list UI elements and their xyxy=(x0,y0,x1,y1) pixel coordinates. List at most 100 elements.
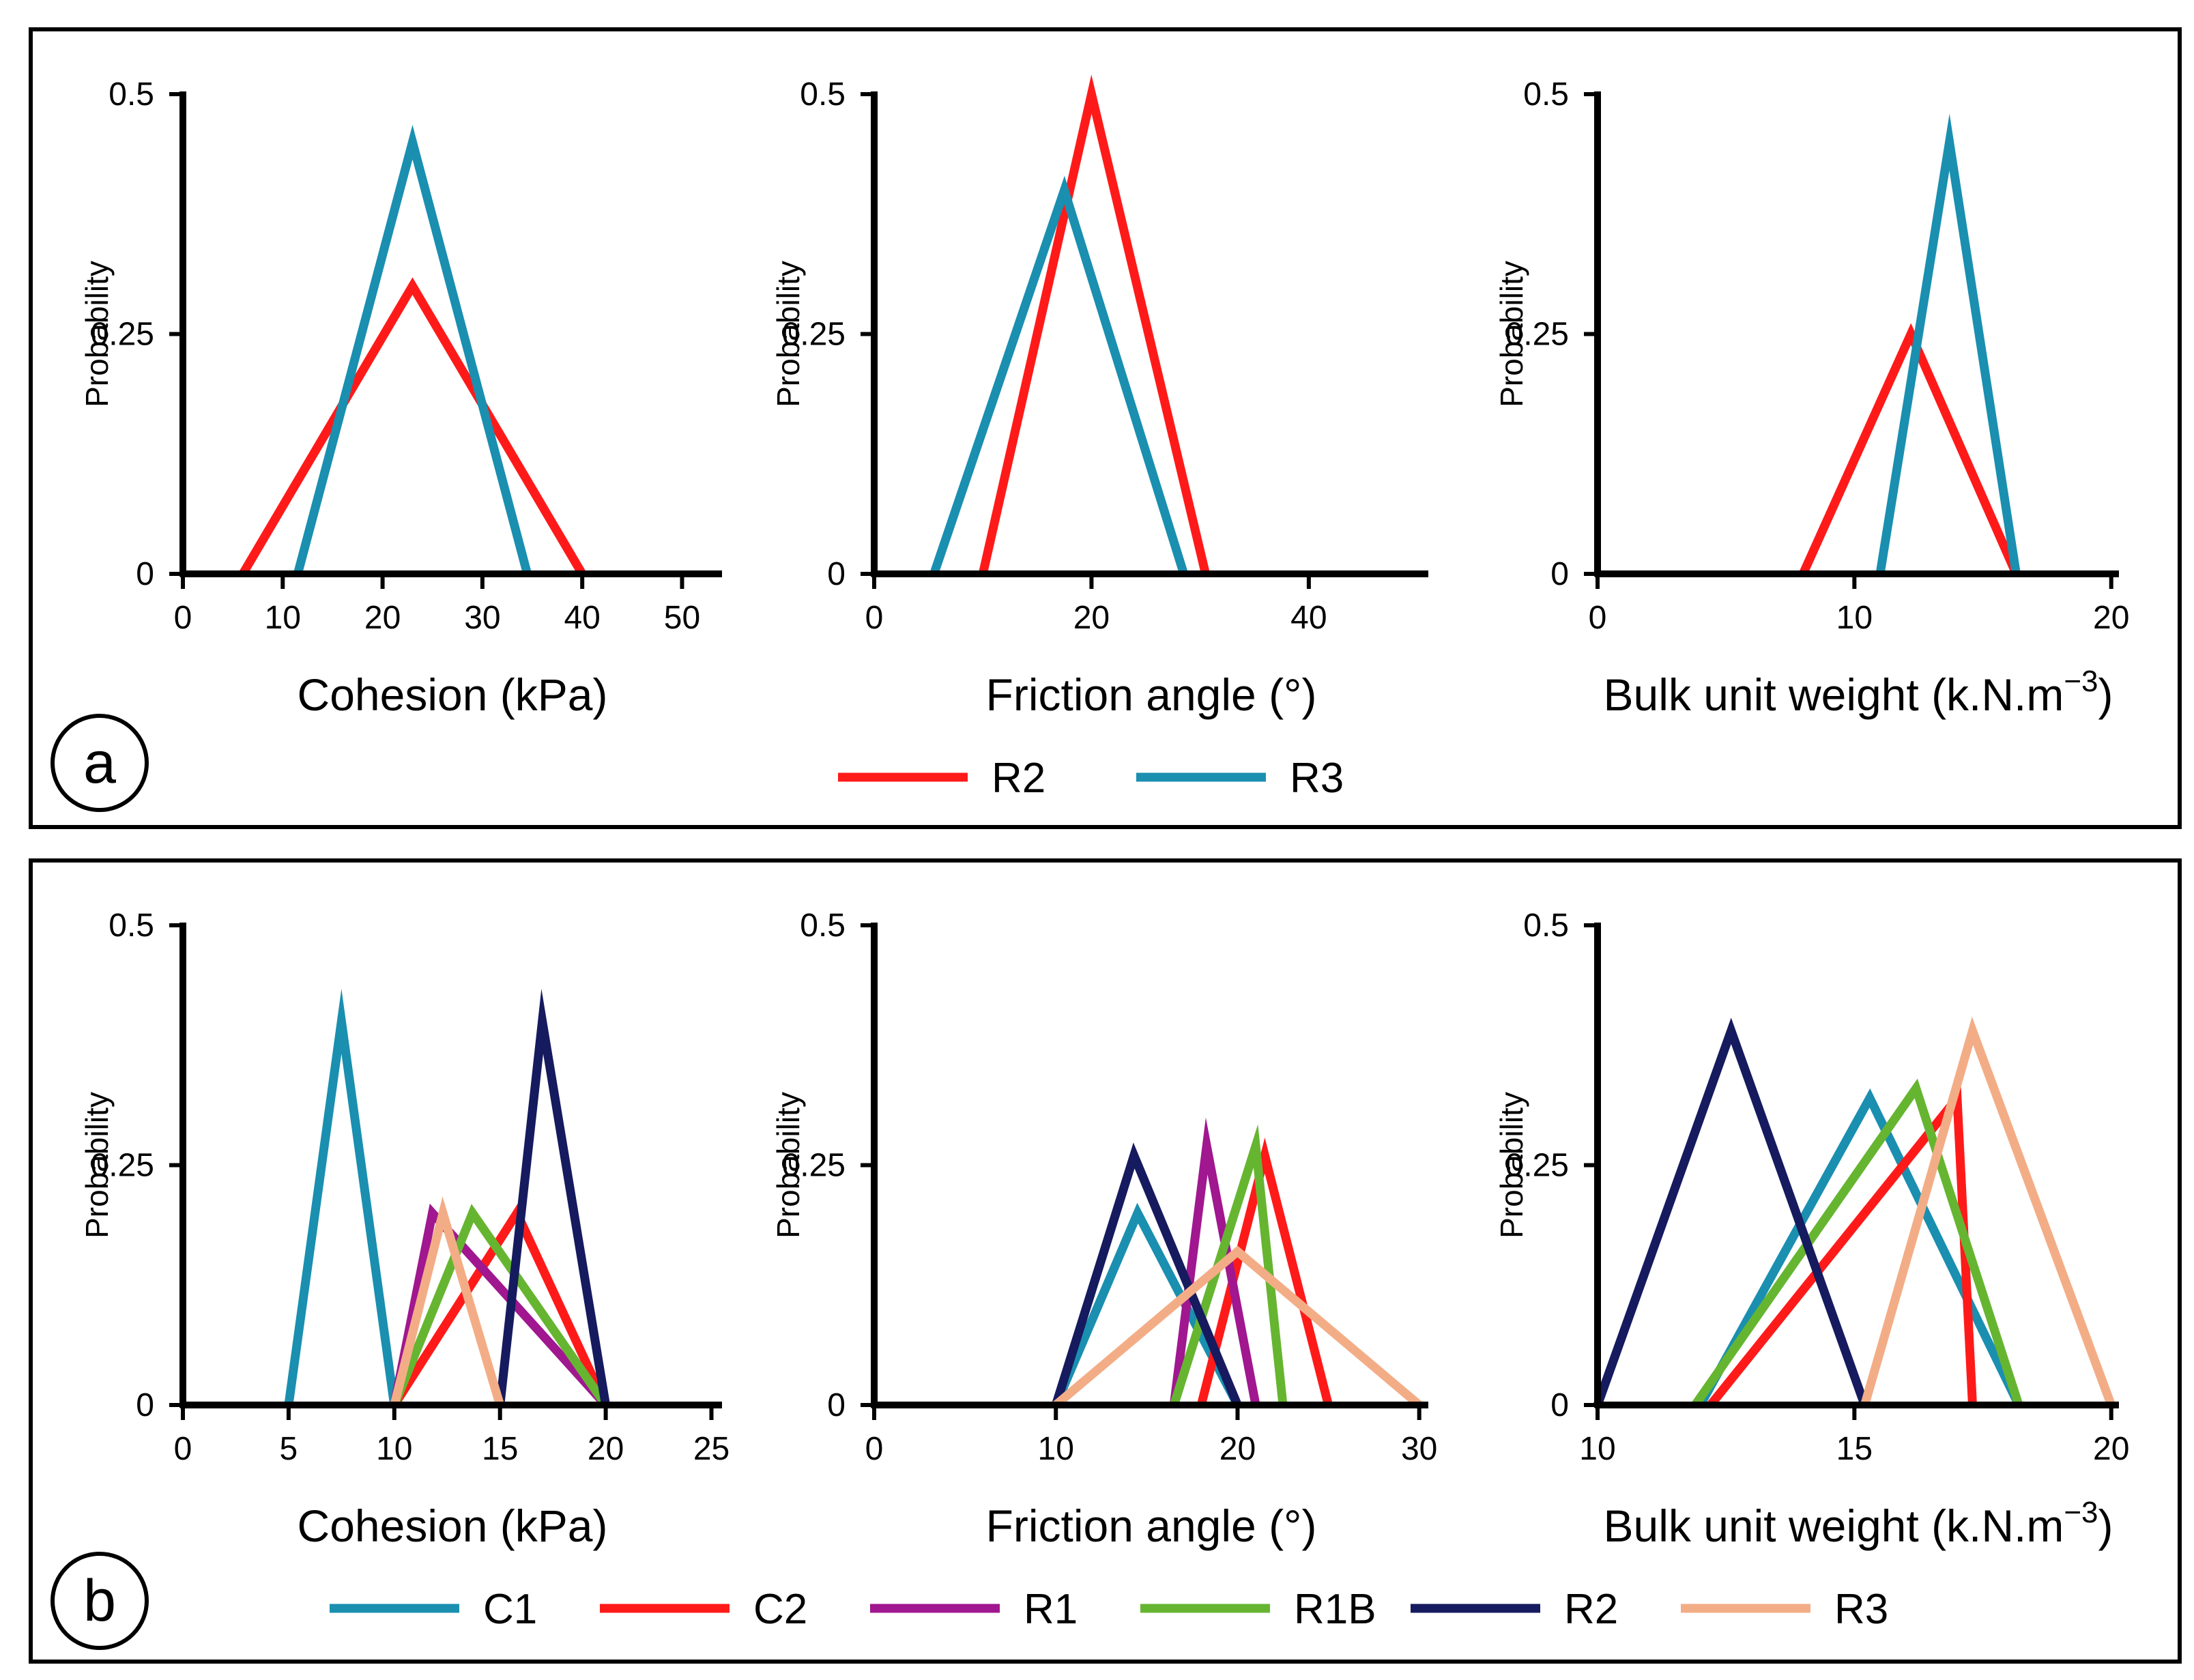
series-line-r3 xyxy=(390,1196,504,1406)
y-tick-label: 0 xyxy=(1550,1387,1569,1423)
x-tick-label: 30 xyxy=(464,600,500,636)
legend-label-c1: C1 xyxy=(483,1586,537,1633)
series-line-r1 xyxy=(1169,1117,1260,1406)
x-tick-label: 15 xyxy=(1836,1431,1873,1467)
series-line-r3 xyxy=(1860,1016,2116,1407)
x-axis-label: Bulk unit weight (k.N.m−3) xyxy=(1603,665,2113,720)
legend-label-r3: R3 xyxy=(1290,755,1344,802)
y-axis-label: Probability xyxy=(770,261,806,407)
y-tick-label: 0.25 xyxy=(91,317,154,353)
x-axis-label: Friction angle (°) xyxy=(986,669,1317,720)
y-tick-label: 0.25 xyxy=(1505,317,1569,353)
chart-3: 0 0.25 0.5 0 10 20 Probability Bulk unit weight… xyxy=(1494,76,2129,720)
series-line-r1b xyxy=(1691,1078,2023,1408)
x-tick-label: 0 xyxy=(1589,600,1607,636)
x-axis-label-superscript: −3 xyxy=(2064,1496,2098,1529)
x-tick-label: 25 xyxy=(693,1431,730,1467)
y-tick-label: 0.25 xyxy=(782,317,846,353)
chart-6: 0 0.25 0.5 10 15 20 Probability Bulk unit weigh… xyxy=(1494,908,2129,1551)
y-tick-label: 0.25 xyxy=(91,1148,154,1184)
x-axis-label: Cohesion (kPa) xyxy=(298,669,608,720)
x-tick-label: 20 xyxy=(1073,600,1110,636)
legend-label-c2: C2 xyxy=(753,1586,807,1633)
x-axis-label-text: Cohesion (kPa) xyxy=(298,669,608,720)
legend-label-r3: R3 xyxy=(1834,1586,1888,1633)
x-tick-label: 10 xyxy=(1579,1431,1615,1467)
x-tick-label: 40 xyxy=(1290,600,1327,636)
chart-4: 0 0.25 0.5 0 5 10 15 20 25 Probability Cohesion (k… xyxy=(79,908,730,1551)
y-tick-label: 0.5 xyxy=(109,908,154,944)
y-tick-label: 0 xyxy=(827,1387,846,1423)
y-tick-label: 0.5 xyxy=(800,76,846,113)
x-tick-label: 30 xyxy=(1401,1431,1437,1467)
legend-label-r2: R2 xyxy=(1564,1586,1618,1633)
y-axis-label: Probability xyxy=(79,261,115,407)
y-axis-label: Probability xyxy=(1494,261,1529,407)
series-line-r2 xyxy=(1593,1017,1869,1407)
y-tick-label: 0 xyxy=(1550,556,1569,592)
chart-2: 0 0.25 0.5 0 20 40 Probability Friction angle (… xyxy=(770,74,1428,720)
x-tick-label: 15 xyxy=(482,1431,518,1467)
series-line-r3 xyxy=(1053,1245,1422,1408)
y-tick-label: 0 xyxy=(136,556,154,592)
series-line-r1b xyxy=(390,1204,609,1408)
x-axis-label: Friction angle (°) xyxy=(986,1501,1317,1551)
y-tick-label: 0.5 xyxy=(109,76,154,113)
y-tick-label: 0.25 xyxy=(782,1148,846,1184)
legend-label-r2: R2 xyxy=(992,755,1045,802)
x-tick-label: 20 xyxy=(588,1431,624,1467)
x-tick-label: 0 xyxy=(865,600,884,636)
x-axis-label-close: ) xyxy=(2098,669,2113,720)
x-tick-label: 10 xyxy=(1836,600,1873,636)
legend-label-r1: R1 xyxy=(1024,1586,1078,1633)
x-axis-label-text: Cohesion (kPa) xyxy=(298,1501,608,1551)
y-tick-label: 0 xyxy=(136,1387,154,1423)
y-axis-label: Probability xyxy=(1494,1092,1529,1239)
y-tick-label: 0.5 xyxy=(1523,76,1569,113)
legend-label-r1b: R1B xyxy=(1294,1586,1376,1633)
series-line-r2 xyxy=(1799,323,2021,576)
x-tick-label: 10 xyxy=(265,600,301,636)
panel-b-charts: 0 0.25 0.5 0 5 10 15 20 25 Probability Cohesion (k… xyxy=(79,908,2129,1633)
x-tick-label: 0 xyxy=(865,1431,884,1467)
series-line-c2 xyxy=(1196,1138,1333,1406)
x-tick-label: 10 xyxy=(1038,1431,1074,1467)
x-axis-label-close: ) xyxy=(2098,1501,2113,1551)
x-tick-label: 0 xyxy=(174,600,192,636)
panel-a-label: a xyxy=(50,714,149,812)
series-line-r2 xyxy=(239,277,586,577)
x-tick-label: 20 xyxy=(2093,600,2129,636)
x-tick-label: 50 xyxy=(664,600,700,636)
series-line-r2 xyxy=(1052,1142,1242,1407)
x-axis-label-text: Bulk unit weight (k.N.m xyxy=(1603,669,2064,720)
series-line-r3 xyxy=(929,175,1188,576)
series-line-r2 xyxy=(978,74,1210,575)
chart-1: 0 0.25 0.5 0 10 20 30 40 50 Probability Cohesion (… xyxy=(79,76,722,720)
panel-b-label: b xyxy=(50,1552,149,1650)
y-tick-label: 0.5 xyxy=(800,908,846,944)
x-tick-label: 20 xyxy=(364,600,401,636)
y-tick-label: 0 xyxy=(827,556,846,592)
x-axis-label: Bulk unit weight (k.N.m−3) xyxy=(1603,1496,2113,1551)
series-line-r3 xyxy=(293,125,532,575)
y-axis-label: Probability xyxy=(770,1092,806,1239)
x-axis-label-superscript: −3 xyxy=(2064,665,2098,698)
legend: C1 C2 R1 R1B R2 R3 xyxy=(330,1586,1888,1633)
panel-b: 0 0.25 0.5 0 5 10 15 20 25 Probability Cohesion (k… xyxy=(29,858,2182,1664)
panel-a: 0 0.25 0.5 0 10 20 30 40 50 Probability Cohesion (… xyxy=(29,27,2182,829)
y-tick-label: 0.25 xyxy=(1505,1148,1569,1184)
series-line-r3 xyxy=(1875,113,2021,575)
y-axis-label: Probability xyxy=(79,1092,115,1239)
x-axis-label: Cohesion (kPa) xyxy=(298,1501,608,1551)
series-line-c1 xyxy=(284,988,399,1406)
series-line-c1 xyxy=(1052,1202,1242,1408)
series-line-r2 xyxy=(495,988,611,1406)
x-tick-label: 20 xyxy=(1219,1431,1256,1467)
x-axis-label-text: Friction angle (°) xyxy=(986,669,1317,720)
chart-5: 0 0.25 0.5 0 10 20 30 Probability Friction angle… xyxy=(770,908,1437,1551)
x-axis-label-text: Bulk unit weight (k.N.m xyxy=(1603,1501,2064,1551)
x-axis-label-text: Friction angle (°) xyxy=(986,1501,1317,1551)
x-tick-label: 20 xyxy=(2093,1431,2129,1467)
legend: R2 R3 xyxy=(838,755,1344,802)
panel-a-charts: 0 0.25 0.5 0 10 20 30 40 50 Probability Cohesion (… xyxy=(79,74,2129,802)
